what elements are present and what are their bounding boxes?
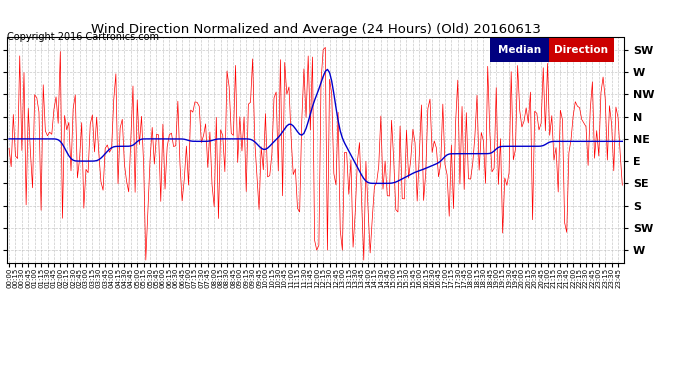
- Title: Wind Direction Normalized and Average (24 Hours) (Old) 20160613: Wind Direction Normalized and Average (2…: [91, 23, 540, 36]
- Text: Direction: Direction: [554, 45, 609, 55]
- Text: Copyright 2016 Cartronics.com: Copyright 2016 Cartronics.com: [7, 32, 159, 42]
- Text: Median: Median: [497, 45, 541, 55]
